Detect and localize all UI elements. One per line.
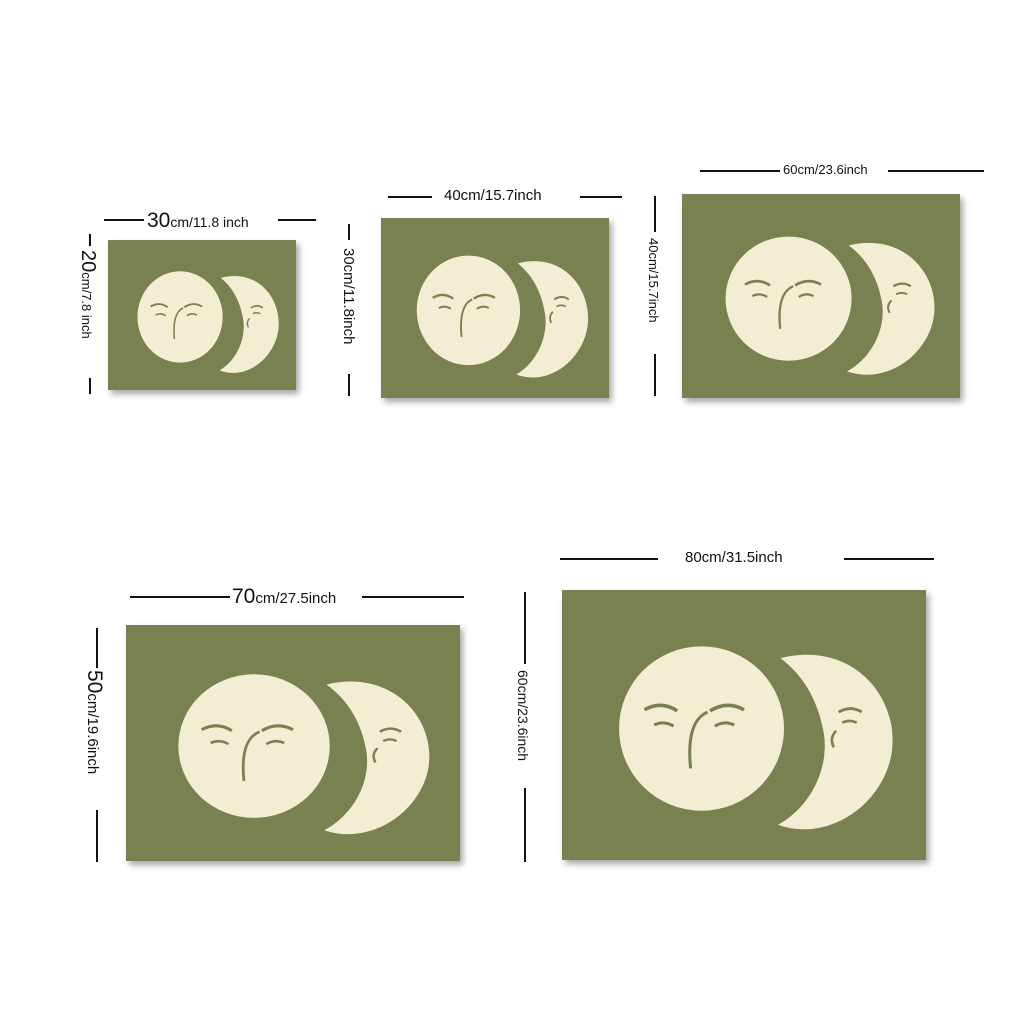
width-label: 40cm/15.7inch bbox=[444, 188, 542, 203]
width-line-right bbox=[580, 196, 622, 198]
sun-moon-artwork bbox=[381, 218, 609, 398]
height-line-top bbox=[89, 234, 91, 246]
canvas-print bbox=[108, 240, 296, 390]
height-label: 50cm/19.6inch bbox=[83, 670, 106, 775]
height-number: 50 bbox=[83, 670, 106, 694]
height-label: 20cm/7.8 inch bbox=[77, 250, 99, 339]
width-unit: cm/11.8 inch bbox=[170, 214, 249, 230]
height-unit: 30cm/11.8inch bbox=[340, 248, 357, 345]
height-line-bottom bbox=[89, 378, 91, 394]
height-line-top bbox=[96, 628, 98, 668]
height-line-top bbox=[524, 592, 526, 664]
height-line-bottom bbox=[96, 810, 98, 862]
width-line-left bbox=[104, 219, 144, 221]
width-number: 30 bbox=[147, 209, 171, 232]
width-line-left bbox=[700, 170, 780, 172]
height-line-bottom bbox=[524, 788, 526, 862]
height-line-top bbox=[348, 224, 350, 240]
sun-moon-artwork bbox=[682, 194, 960, 398]
width-line-right bbox=[844, 558, 934, 560]
height-line-bottom bbox=[348, 374, 350, 396]
width-line-right bbox=[888, 170, 984, 172]
width-number: 70 bbox=[232, 585, 256, 608]
sun-moon-artwork bbox=[562, 590, 926, 860]
width-label: 80cm/31.5inch bbox=[685, 550, 783, 565]
width-line-left bbox=[130, 596, 230, 598]
canvas-print bbox=[682, 194, 960, 398]
width-label: 70cm/27.5inch bbox=[232, 586, 336, 607]
height-label: 60cm/23.6inch bbox=[515, 670, 531, 762]
width-unit: 80cm/31.5inch bbox=[685, 549, 783, 566]
height-line-bottom bbox=[654, 354, 656, 396]
height-unit: 40cm/15.7inch bbox=[646, 238, 661, 323]
height-line-top bbox=[654, 196, 656, 232]
width-label: 30cm/11.8 inch bbox=[147, 210, 249, 231]
width-label: 60cm/23.6inch bbox=[783, 163, 868, 176]
width-line-left bbox=[388, 196, 432, 198]
height-label: 40cm/15.7inch bbox=[646, 238, 661, 323]
height-unit: cm/7.8 inch bbox=[79, 272, 94, 339]
width-unit: cm/27.5inch bbox=[255, 590, 337, 607]
width-line-right bbox=[278, 219, 316, 221]
height-unit: cm/19.6inch bbox=[84, 693, 101, 775]
canvas-print bbox=[381, 218, 609, 398]
sun-moon-artwork bbox=[126, 625, 460, 861]
height-label: 30cm/11.8inch bbox=[340, 248, 357, 345]
canvas-print bbox=[126, 625, 460, 861]
width-line-right bbox=[362, 596, 464, 598]
width-unit: 60cm/23.6inch bbox=[783, 162, 868, 177]
width-unit: 40cm/15.7inch bbox=[444, 187, 542, 204]
width-line-left bbox=[560, 558, 658, 560]
canvas-print bbox=[562, 590, 926, 860]
height-number: 20 bbox=[77, 250, 99, 273]
sun-moon-artwork bbox=[108, 240, 296, 390]
height-unit: 60cm/23.6inch bbox=[515, 670, 531, 762]
